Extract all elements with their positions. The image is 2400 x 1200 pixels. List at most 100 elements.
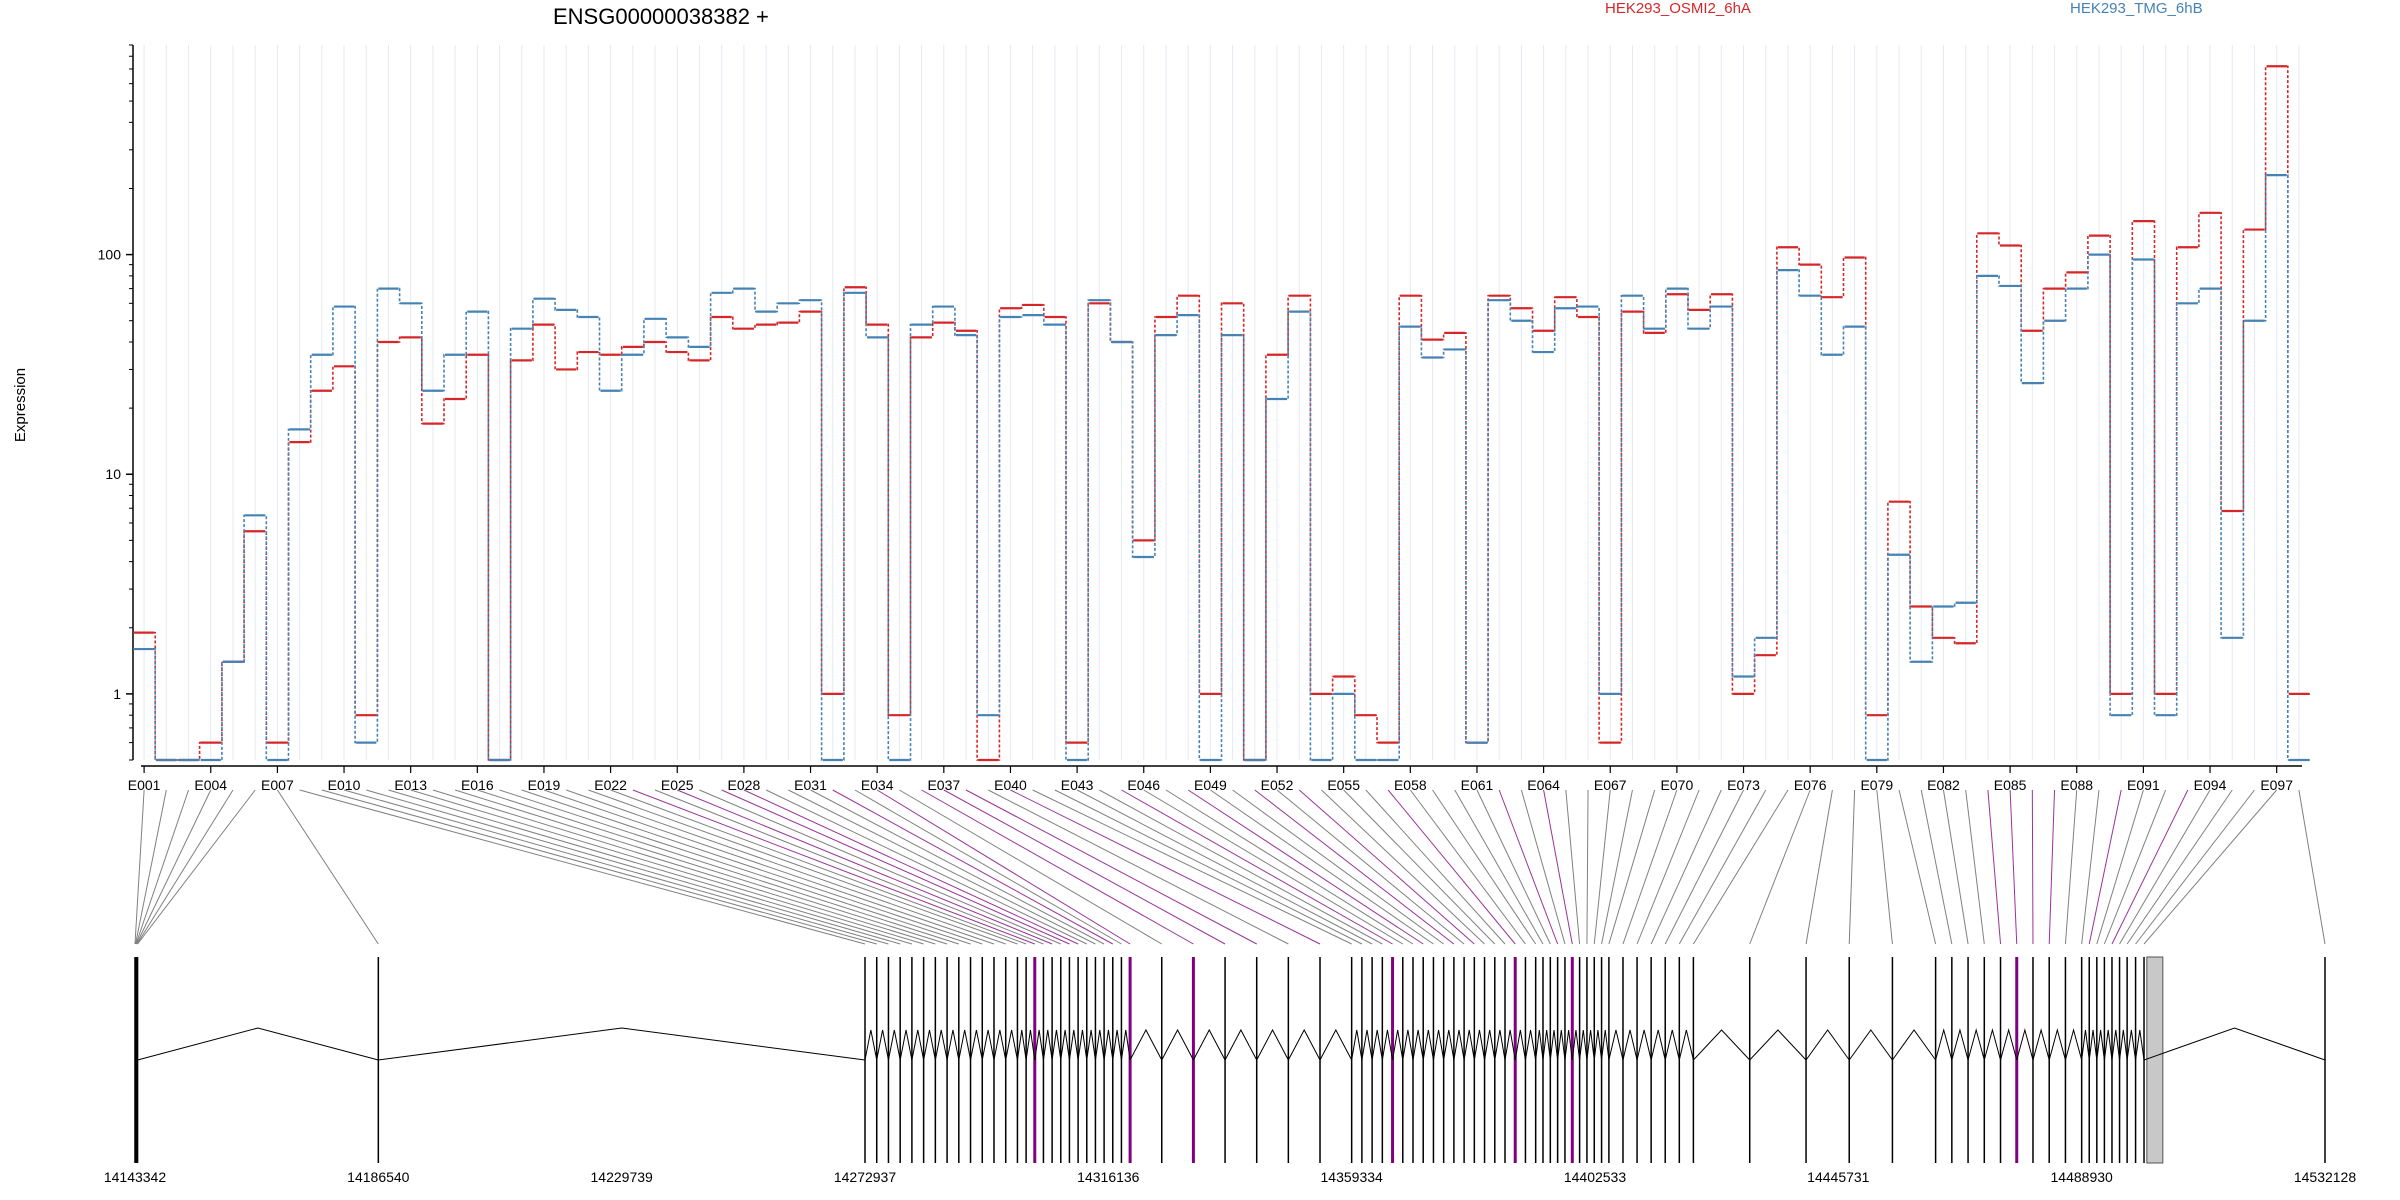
intron-line	[378, 1027, 866, 1061]
coordinate-label: 14229739	[591, 1169, 654, 1185]
exon-connector	[1432, 789, 1537, 945]
exon-connector	[743, 789, 1079, 945]
intron-line	[1601, 1029, 1610, 1061]
exon-connector	[543, 789, 995, 945]
exon-tick-label: E019	[528, 777, 561, 793]
y-tick-label: 10	[105, 466, 121, 482]
intron-line	[1051, 1029, 1062, 1061]
exon-connector	[2143, 789, 2278, 945]
intron-line	[1381, 1029, 1394, 1061]
intron-line	[970, 1029, 983, 1061]
intron-line	[1224, 1028, 1258, 1061]
chart-title: ENSG00000038382 +	[553, 4, 769, 29]
exon-connector	[1210, 789, 1434, 945]
intron-line	[1161, 1028, 1194, 1061]
intron-line	[1287, 1028, 1321, 1061]
intron-line	[1412, 1029, 1424, 1061]
exon-connector	[1749, 789, 1811, 945]
intron-line	[1402, 1029, 1414, 1061]
exon-tick-label: E058	[1394, 777, 1427, 793]
coordinate-label: 14445731	[1807, 1169, 1870, 1185]
intron-line	[1351, 1029, 1363, 1061]
intron-line	[1693, 1029, 1751, 1061]
intron-line	[2048, 1028, 2066, 1061]
exon-connector	[1876, 789, 1893, 945]
intron-line	[2032, 1028, 2050, 1061]
y-axis-label: Expression	[12, 368, 29, 442]
exon-block	[2146, 956, 2164, 1164]
intron-line	[137, 1027, 379, 1061]
intron-line	[1608, 1029, 1624, 1061]
exon-tick-label: E028	[728, 777, 761, 793]
intron-line	[1664, 1029, 1680, 1061]
exon-connector	[1387, 789, 1516, 945]
exon-tick-label: E085	[1994, 777, 2027, 793]
intron-line	[2016, 1028, 2034, 1061]
exon-connector	[1608, 789, 1656, 945]
exon-connector	[388, 789, 913, 945]
series-line-1	[133, 65, 2310, 761]
intron-line	[1129, 1028, 1163, 1061]
intron-line	[1514, 1029, 1526, 1061]
exon-axis: E001 E004 E007 E010 E013 E016 E019 E022 E025 E028…	[128, 765, 2302, 793]
intron-line	[923, 1029, 936, 1061]
exon-connector	[2064, 789, 2078, 945]
exon-connector	[2048, 789, 2056, 945]
exon-connector	[2103, 789, 2167, 945]
exon-connector	[1321, 789, 1485, 945]
exon-connector	[366, 789, 901, 945]
exon-connector	[1586, 789, 1589, 945]
intron-line	[1005, 1029, 1018, 1061]
exon-connector	[1365, 789, 1506, 945]
exon-tick-label: E052	[1261, 777, 1294, 793]
exon-connector	[477, 789, 959, 945]
exon-connector	[1032, 789, 1352, 945]
series-line-2	[133, 174, 2310, 761]
intron-line	[1549, 1029, 1559, 1061]
exon-connector	[2009, 789, 2018, 945]
exon-connector	[1454, 789, 1544, 945]
exon-tick-label: E094	[2194, 777, 2227, 793]
exon-connector	[943, 789, 1226, 945]
exon-connector	[1805, 789, 1833, 945]
exon-connector	[1143, 789, 1404, 945]
intron-line	[1636, 1029, 1652, 1061]
intron-line	[1749, 1029, 1807, 1061]
exon-connector	[321, 789, 877, 945]
exon-connector	[499, 789, 971, 945]
intron-line	[1103, 1029, 1114, 1061]
intron-line	[1586, 1029, 1595, 1061]
exon-connector	[566, 789, 1006, 945]
intron-line	[1504, 1029, 1516, 1061]
exon-connector	[1076, 789, 1373, 945]
exon-connector	[1520, 789, 1566, 945]
intron-line	[1622, 1029, 1638, 1061]
intron-line	[864, 1029, 878, 1061]
intron-line	[1951, 1028, 1969, 1061]
exon-connector	[276, 789, 379, 945]
exon-connector	[899, 789, 1163, 945]
exon-tick-label: E088	[2060, 777, 2093, 793]
exon-tick-label: E079	[1860, 777, 1893, 793]
exon-connector	[2298, 789, 2326, 945]
exon-tick-label: E037	[927, 777, 960, 793]
intron-line	[1392, 1029, 1404, 1061]
intron-line	[2135, 1029, 2145, 1061]
exon-connector	[988, 789, 1289, 945]
intron-line	[1579, 1029, 1588, 1061]
exon-connector	[854, 789, 1122, 945]
exon-connector	[1298, 789, 1475, 945]
intron-line	[876, 1029, 889, 1061]
y-tick-label: 1	[113, 686, 121, 702]
exon-connector	[135, 789, 190, 945]
intron-line	[1463, 1029, 1475, 1061]
intron-line	[1060, 1029, 1070, 1061]
intron-line	[2096, 1029, 2105, 1061]
coordinate-label: 14488930	[2051, 1169, 2114, 1185]
legend-label-series-1: HEK293_OSMI2_6hA	[1605, 0, 1751, 17]
intron-line	[1678, 1029, 1694, 1061]
exon-connector	[136, 789, 234, 945]
exon-connector	[1054, 789, 1363, 945]
exon-tick-label: E049	[1194, 777, 1227, 793]
